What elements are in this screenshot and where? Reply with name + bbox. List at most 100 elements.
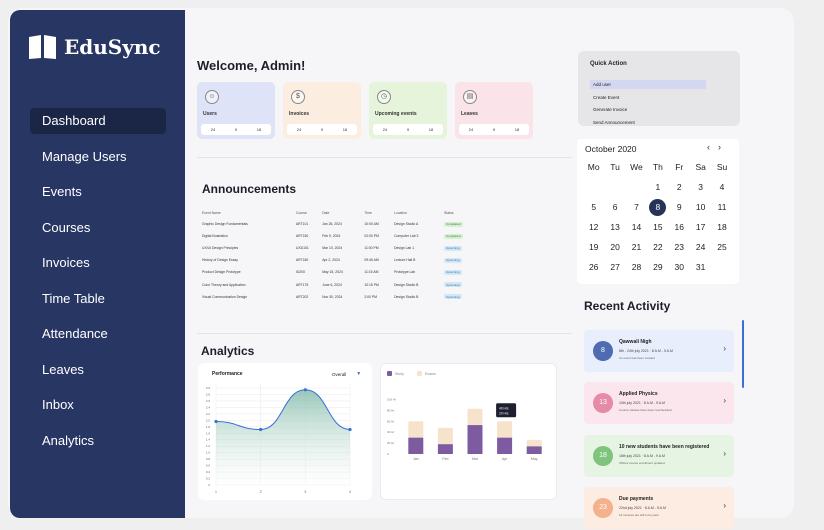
x-tick-label: Jan <box>413 457 419 461</box>
table-row[interactable]: Color Theory and Application ART175 June… <box>202 278 482 290</box>
activity-item[interactable]: 23 Due payments 22nd july 2021 · 8 A.M - 9… <box>584 487 734 529</box>
calendar-day[interactable]: 25 <box>711 242 732 252</box>
table-row[interactable]: UX/UI Design Principles UXD101 Mar 10, 2… <box>202 242 482 254</box>
table-cell: Upcoming <box>443 266 482 278</box>
calendar-day[interactable]: 18 <box>711 222 732 232</box>
activity-item[interactable]: 8 Qawwali Nigh 8th - 24th july 2021 · 8 A.… <box>584 330 734 372</box>
table-cell: ID200 <box>295 270 305 275</box>
calendar-day[interactable]: 26 <box>583 262 604 272</box>
calendar-day[interactable]: 2 <box>669 182 690 192</box>
y-tick-label: 1.4 <box>206 438 211 442</box>
chevron-right-icon[interactable]: › <box>723 396 726 405</box>
calendar-day[interactable]: 16 <box>669 222 690 232</box>
sidebar-item-analytics[interactable]: Analytics <box>42 432 95 448</box>
column-header[interactable]: Time <box>364 211 372 215</box>
generate-invoice-action[interactable]: Generate Invoice <box>593 107 628 112</box>
activity-item[interactable]: 18 10 new students have been registered 16… <box>584 435 734 477</box>
activity-scrollbar[interactable] <box>742 320 744 388</box>
calendar-day[interactable]: 27 <box>604 262 625 272</box>
calendar-day[interactable]: 14 <box>626 222 647 232</box>
table-row[interactable]: Product Design Prototype ID200 May 15, 2… <box>202 266 482 278</box>
calendar-day[interactable]: 10 <box>690 202 711 212</box>
calendar-day[interactable]: 28 <box>626 262 647 272</box>
calendar-prev-button[interactable]: ‹ <box>707 142 710 152</box>
column-header[interactable]: Event Name <box>202 211 221 215</box>
table-row[interactable]: History of Design Essay ART180 Apr 2, 20… <box>202 254 482 266</box>
calendar-day[interactable]: 20 <box>604 242 625 252</box>
table-cell: Prototype Lab <box>394 270 416 275</box>
table-row[interactable]: Visual Communication Design ART202 Nov 3… <box>202 291 482 303</box>
quick-action-title: Quick Action <box>590 61 627 67</box>
sidebar-item-invoices[interactable]: Invoices <box>42 255 90 270</box>
column-header[interactable]: Location <box>394 211 407 215</box>
activity-avatar: 18 <box>593 446 613 466</box>
sidebar-item-events[interactable]: Events <box>42 184 82 199</box>
y-tick-label: 2.0 <box>206 418 211 422</box>
calendar-next-button[interactable]: › <box>718 142 721 152</box>
create-event-action[interactable]: Create Event <box>593 94 620 100</box>
calendar-day[interactable]: 4 <box>711 182 732 192</box>
send-announcement-action[interactable]: Send Announcement <box>593 119 635 125</box>
calendar-day[interactable]: 29 <box>647 262 668 272</box>
calendar-day[interactable]: 15 <box>647 222 668 232</box>
stat-card-users[interactable]: ☺ Users 24 9 18 <box>197 82 275 139</box>
column-header[interactable]: Status <box>443 211 454 215</box>
calendar-day[interactable]: 11 <box>711 202 732 212</box>
calendar-weekday-row: Mo Tu We Th Fr Sa Su <box>583 157 733 177</box>
calendar-day[interactable]: 21 <box>626 242 647 252</box>
sidebar-item-time-table[interactable]: Time Table <box>42 290 105 306</box>
table-row[interactable]: Graphic Design Fundamentals ART101 Jan 2… <box>202 218 482 230</box>
performance-filter-dropdown[interactable]: Overall ▼ <box>332 371 361 377</box>
sidebar-item-attendance[interactable]: Attendance <box>42 326 108 341</box>
calendar-day-number: 3 <box>698 182 704 192</box>
calendar-day-number: 20 <box>610 242 620 252</box>
table-cell: ART175 <box>295 282 309 287</box>
table-row[interactable]: Digital Illustration ART150 Feb 9, 2024 … <box>202 230 482 242</box>
calendar-day[interactable]: 5 <box>583 202 604 212</box>
stat-card-invoices[interactable]: $ Invoices 24 9 18 <box>283 82 361 139</box>
calendar-day[interactable]: 24 <box>690 242 711 252</box>
calendar-day[interactable]: 1 <box>647 182 668 192</box>
stat-card-stats: 24 9 18 <box>201 124 271 135</box>
sidebar-item-manage-users[interactable]: Manage Users <box>42 148 127 164</box>
stat-card-stats: 24 9 18 <box>287 124 357 135</box>
stat-card-upcoming-events[interactable]: ◷ Upcoming events 24 9 18 <box>369 82 447 139</box>
sidebar-item-dashboard[interactable]: Dashboard <box>30 108 166 134</box>
calendar-day[interactable]: 9 <box>669 202 690 212</box>
sidebar-item-inbox[interactable]: Inbox <box>42 397 74 412</box>
weekday-label: Sa <box>695 162 706 172</box>
column-header[interactable]: Date <box>322 211 330 215</box>
chevron-right-icon[interactable]: › <box>723 501 726 510</box>
calendar-day[interactable]: 13 <box>604 222 625 232</box>
users-icon: ☺ <box>205 90 219 104</box>
calendar-day[interactable]: 30 <box>669 262 690 272</box>
sidebar-item-leaves[interactable]: Leaves <box>42 361 84 377</box>
add-user-action[interactable]: Add user <box>590 80 706 89</box>
calendar-day[interactable]: 3 <box>690 182 711 192</box>
calendar-day[interactable]: 7 <box>626 202 647 212</box>
calendar-day[interactable]: 31 <box>690 262 711 272</box>
chevron-right-icon[interactable]: › <box>723 344 726 353</box>
calendar-day-number: 6 <box>612 202 618 212</box>
app-name: EduSync <box>64 35 161 59</box>
stat-card-leaves[interactable]: ▤ Leaves 24 9 18 <box>455 82 533 139</box>
stat-card-label: Leaves <box>461 111 478 117</box>
calendar-day[interactable]: 6 <box>604 202 625 212</box>
activity-description: An event has been created <box>619 356 655 360</box>
performance-chart-title: Performance <box>212 371 243 377</box>
calendar-day[interactable]: 8 <box>647 198 668 216</box>
bar-study <box>437 444 453 454</box>
column-header[interactable]: Course <box>295 211 307 215</box>
activity-meta: 22nd july 2021 · 8 A.M - 9 A.M <box>619 506 666 510</box>
calendar-day[interactable]: 12 <box>583 222 604 232</box>
sidebar-item-courses[interactable]: Courses <box>42 219 91 235</box>
calendar-day-number: 26 <box>588 262 599 272</box>
activity-meta: 8th - 24th july 2021 · 8 A.M - 9 A.M <box>619 349 673 353</box>
table-cell: 02:00 PM <box>364 234 379 239</box>
chevron-right-icon[interactable]: › <box>723 449 726 458</box>
calendar-day[interactable]: 19 <box>583 242 604 252</box>
calendar-day[interactable]: 17 <box>690 222 711 232</box>
calendar-day[interactable]: 22 <box>647 242 668 252</box>
calendar-day[interactable]: 23 <box>669 242 690 252</box>
activity-item[interactable]: 13 Applied Physics 10th july 2021 · 8 A.M … <box>584 382 734 424</box>
